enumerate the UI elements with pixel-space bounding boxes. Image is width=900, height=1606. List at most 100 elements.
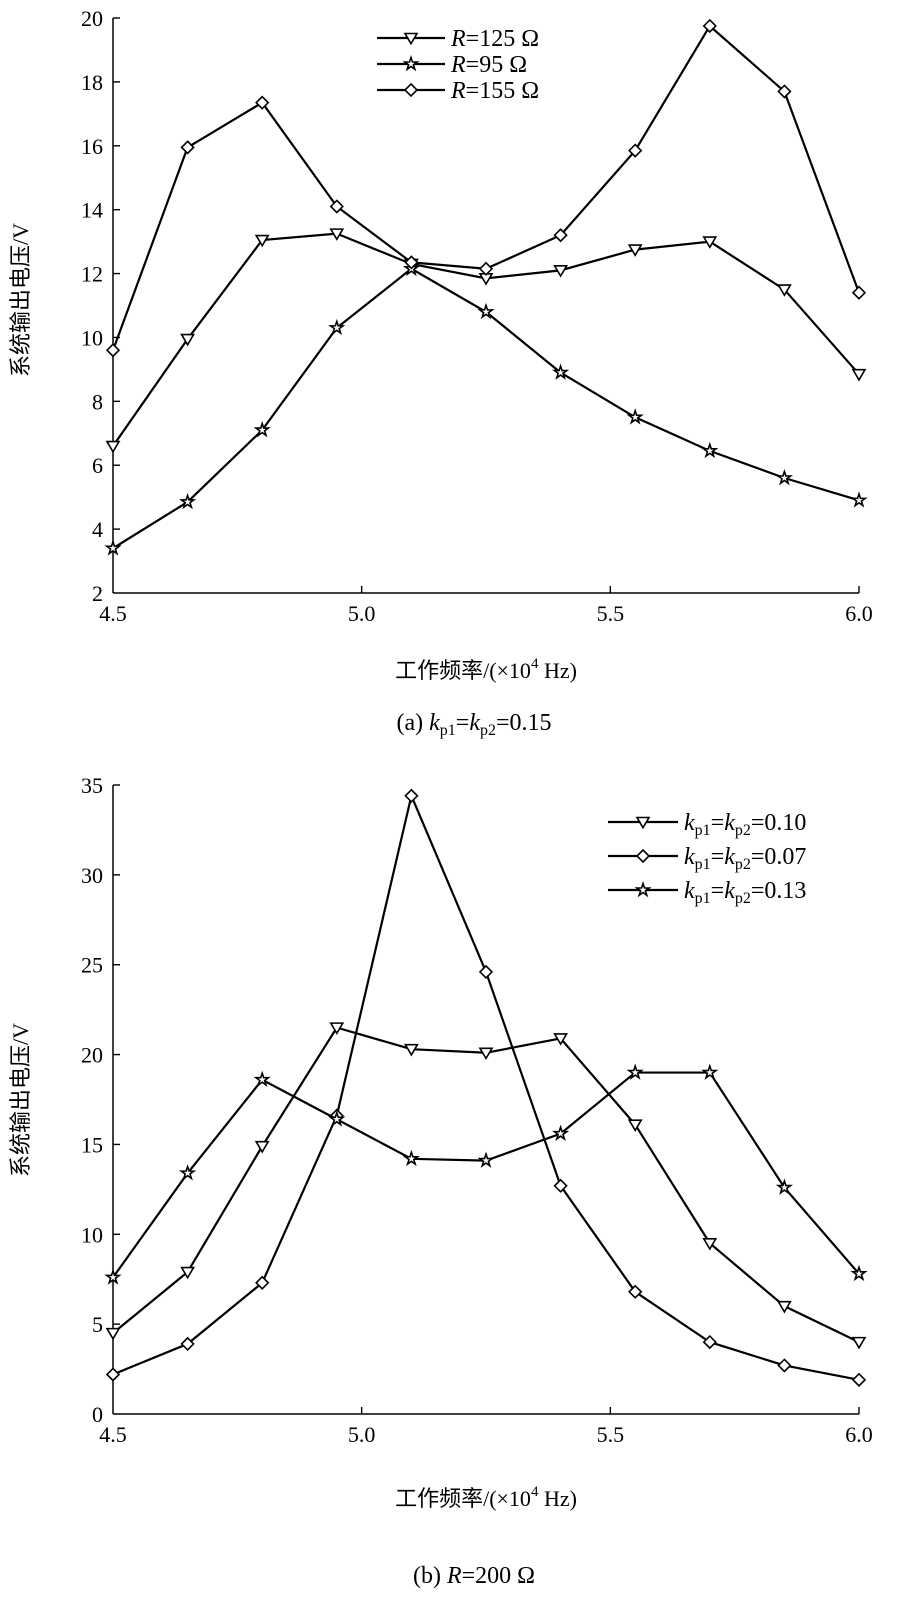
series-1-point [180,333,195,347]
y-tick-label: 25 [81,953,103,978]
series-1-point [180,1266,195,1280]
series-2-point [702,1334,717,1350]
series-line-1 [112,1026,860,1344]
series-3-point [775,1178,793,1195]
series-1-point [553,1033,568,1046]
chart-b-y-ticks: 0 5 10 15 20 25 30 35 [81,773,120,1427]
y-tick-label: 12 [81,262,103,287]
chart-b-x-ticks: 4.5 5.0 5.5 6.0 [99,1407,873,1447]
chart-a-axes [112,18,859,594]
series-3-point [850,1264,868,1282]
y-tick-label: 8 [92,389,103,414]
y-tick-label: 20 [81,1043,103,1068]
series-3-point [701,1063,719,1080]
legend-marker-3 [634,880,652,898]
series-1-point [851,1336,867,1350]
series-2-point [477,302,495,320]
series-1-point [627,244,643,257]
series-1-point [254,234,270,248]
chart-b-legend: kp1=kp2=0.10 kp1=kp2=0.07 kp1=kp2=0.13 [608,810,806,907]
x-tick-label: 6.0 [845,601,873,626]
series-1-point [627,1119,643,1132]
y-tick-label: 30 [81,863,103,888]
series-3-point [255,95,270,110]
series-2-point [478,964,494,980]
series-1-point [105,440,121,454]
series-3-point [626,1063,644,1080]
series-3-point [402,1149,420,1167]
chart-a: 2 4 6 8 10 12 14 16 18 20 4.5 5.0 5.5 6.0 R=125 ΩR=9… [8,6,873,739]
series-1-point [478,1047,494,1061]
chart-a-x-ticks: 4.5 5.0 5.5 6.0 [99,586,873,626]
series-2-point [404,788,419,803]
series-1-point [329,228,345,241]
series-2-point [851,1372,867,1387]
legend-label-2: kp1=kp2=0.07 [684,844,806,873]
legend-label-2: R=95 Ω [450,52,527,78]
x-tick-label: 4.5 [99,1422,127,1447]
y-tick-label: 20 [81,6,103,31]
y-tick-label: 2 [92,581,103,606]
legend-label-1: kp1=kp2=0.10 [684,810,806,839]
y-tick-label: 15 [81,1132,103,1157]
series-2-point [553,1178,568,1193]
series-3-point [179,1164,197,1181]
series-3-point [180,140,195,155]
series-1-point [777,284,792,297]
chart-a-caption: (a) kp1=kp2=0.15 [396,710,551,739]
y-tick-label: 6 [92,453,103,478]
series-1-point [851,368,867,382]
legend-marker-2 [635,848,651,864]
series-1-point [702,236,718,249]
series-3-point [777,84,792,99]
series-2-point [253,421,271,438]
legend-marker-2 [402,54,420,72]
chart-b-caption: (b) R=200 Ω [413,1563,535,1589]
series-3-point [552,1124,570,1141]
chart-a-y-axis-label: 系统输出电压/V [8,223,33,377]
y-tick-label: 0 [92,1402,103,1427]
legend-marker-1 [403,32,419,46]
series-1-point [329,1022,345,1035]
series-3-point [628,143,643,158]
series-3-point [253,1070,271,1088]
series-2-point [850,491,868,508]
series-3-point [329,199,344,214]
legend-label-3: kp1=kp2=0.13 [684,878,806,907]
series-2-point [626,408,644,425]
y-tick-label: 14 [81,198,103,223]
chart-a-series [104,18,868,556]
series-2-point [255,1275,270,1290]
series-1-point [777,1300,792,1314]
chart-b-y-axis-label: 系统输出电压/V [8,1023,33,1177]
series-2-point [104,539,122,556]
y-tick-label: 5 [92,1312,103,1337]
series-1-point [105,1327,121,1341]
x-tick-label: 5.5 [597,601,625,626]
x-tick-label: 5.0 [348,601,376,626]
series-3-point [477,1151,495,1168]
series-3-point [104,1268,122,1285]
legend-marker-1 [635,816,651,830]
series-1-point [404,1043,419,1057]
chart-b-axes [112,785,859,1415]
series-1-point [553,265,568,278]
chart-b-series [104,788,868,1387]
series-3-point [851,285,867,300]
chart-b-x-axis-label: 工作频率/(×104 Hz) [395,1484,577,1511]
x-tick-label: 4.5 [99,601,127,626]
legend-label-3: R=155 Ω [450,78,539,104]
series-3-point [404,255,419,270]
y-tick-label: 16 [81,134,103,159]
y-tick-label: 4 [92,517,103,542]
series-line-2 [112,792,860,1381]
series-2-point [775,468,793,486]
chart-a-y-ticks: 2 4 6 8 10 12 14 16 18 20 [81,6,120,606]
series-3-point [328,1110,346,1127]
legend-marker-3 [403,82,419,98]
series-2-point [552,363,570,380]
y-tick-label: 10 [81,325,103,350]
series-3-point [105,343,121,358]
y-tick-label: 35 [81,773,103,798]
